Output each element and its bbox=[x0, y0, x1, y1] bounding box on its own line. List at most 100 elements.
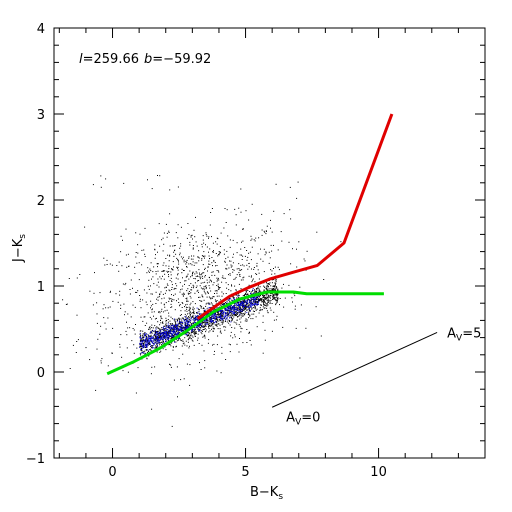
field-star-point bbox=[206, 246, 208, 248]
field-star-point bbox=[191, 264, 193, 266]
cluster-star-point bbox=[214, 316, 216, 318]
cluster-star-point bbox=[214, 314, 216, 316]
cluster-star-point bbox=[180, 328, 182, 330]
cluster-star-point bbox=[145, 345, 147, 347]
field-star-point bbox=[200, 274, 202, 276]
cluster-star-point bbox=[249, 304, 251, 306]
field-star-point bbox=[263, 230, 265, 232]
field-star-point bbox=[183, 342, 185, 344]
field-star-point bbox=[163, 297, 165, 299]
field-star-point bbox=[186, 319, 188, 321]
field-star-point bbox=[162, 275, 163, 277]
field-star-point bbox=[193, 308, 195, 310]
field-star-point bbox=[159, 342, 161, 344]
field-star-point bbox=[151, 345, 153, 347]
field-star-point bbox=[242, 279, 244, 281]
field-star-point bbox=[237, 309, 238, 311]
field-star-point bbox=[165, 324, 166, 326]
field-star-point bbox=[229, 312, 231, 314]
cluster-star-point bbox=[197, 319, 198, 321]
cluster-star-point bbox=[251, 300, 253, 302]
field-star-point bbox=[283, 306, 285, 308]
cluster-star-point bbox=[223, 311, 224, 313]
field-star-point bbox=[232, 318, 234, 320]
field-star-point bbox=[244, 295, 245, 297]
field-star-point bbox=[229, 306, 231, 308]
cluster-star-point bbox=[182, 326, 184, 328]
cluster-star-point bbox=[148, 335, 149, 336]
cluster-star-point bbox=[185, 321, 187, 323]
field-star-point bbox=[197, 333, 199, 335]
field-star-point bbox=[259, 299, 261, 300]
field-star-point bbox=[168, 297, 170, 299]
field-star-point bbox=[215, 301, 217, 303]
cluster-star-point bbox=[230, 298, 232, 300]
field-star-point bbox=[188, 316, 189, 318]
field-star-point bbox=[170, 277, 172, 279]
field-star-point bbox=[268, 285, 269, 287]
field-star-point bbox=[177, 278, 179, 280]
field-star-point bbox=[235, 276, 237, 278]
field-star-point bbox=[92, 184, 94, 186]
field-star-point bbox=[201, 243, 203, 245]
field-star-point bbox=[219, 324, 221, 326]
field-star-point bbox=[223, 249, 225, 251]
field-star-point bbox=[166, 232, 168, 234]
dwarf-sequence-line bbox=[106, 290, 384, 376]
field-star-point bbox=[248, 252, 250, 254]
field-star-point bbox=[189, 335, 191, 337]
field-star-point bbox=[109, 291, 111, 293]
field-star-point bbox=[175, 253, 177, 255]
field-star-point bbox=[223, 277, 225, 279]
cluster-star-point bbox=[194, 317, 196, 319]
field-star-point bbox=[142, 334, 144, 336]
field-star-point bbox=[263, 285, 265, 287]
field-star-point bbox=[238, 283, 240, 285]
field-star-point bbox=[154, 325, 156, 327]
cluster-star-point bbox=[254, 303, 256, 304]
field-star-point bbox=[169, 323, 171, 325]
field-star-point bbox=[204, 323, 206, 325]
cluster-star-point bbox=[258, 300, 260, 302]
field-star-point bbox=[276, 300, 278, 302]
field-star-point bbox=[151, 408, 153, 410]
field-star-point bbox=[182, 323, 184, 325]
field-star-point bbox=[254, 311, 255, 312]
field-star-point bbox=[161, 318, 163, 320]
field-star-point bbox=[242, 310, 244, 311]
cluster-star-point bbox=[251, 304, 253, 306]
field-star-point bbox=[209, 317, 211, 319]
field-star-point bbox=[125, 228, 127, 230]
field-star-point bbox=[233, 314, 235, 316]
field-star-point bbox=[109, 306, 111, 308]
field-star-point bbox=[198, 315, 200, 317]
field-star-point bbox=[205, 285, 207, 287]
field-star-point bbox=[244, 302, 246, 303]
field-star-point bbox=[251, 203, 253, 205]
field-star-point bbox=[159, 328, 161, 330]
field-star-point bbox=[200, 332, 202, 334]
cluster-star-point bbox=[179, 320, 181, 322]
field-star-point bbox=[166, 309, 168, 311]
field-star-point bbox=[256, 262, 258, 264]
field-star-point bbox=[258, 300, 260, 302]
field-star-point bbox=[242, 228, 243, 230]
field-star-point bbox=[212, 251, 214, 253]
field-star-point bbox=[162, 293, 164, 295]
cluster-star-point bbox=[223, 317, 225, 319]
field-star-point bbox=[199, 326, 201, 328]
field-star-point bbox=[170, 303, 172, 305]
field-star-point bbox=[163, 304, 165, 306]
cluster-star-point bbox=[253, 299, 255, 301]
field-star-point bbox=[263, 248, 265, 250]
cluster-star-point bbox=[231, 308, 233, 310]
cluster-star-point bbox=[167, 323, 169, 325]
field-star-point bbox=[259, 307, 261, 309]
field-star-point bbox=[148, 279, 150, 281]
field-star-point bbox=[126, 266, 128, 268]
field-star-point bbox=[143, 343, 145, 345]
cluster-star-point bbox=[232, 312, 234, 314]
cluster-star-point bbox=[228, 306, 230, 308]
field-star-point bbox=[201, 259, 203, 261]
field-star-point bbox=[128, 265, 130, 267]
